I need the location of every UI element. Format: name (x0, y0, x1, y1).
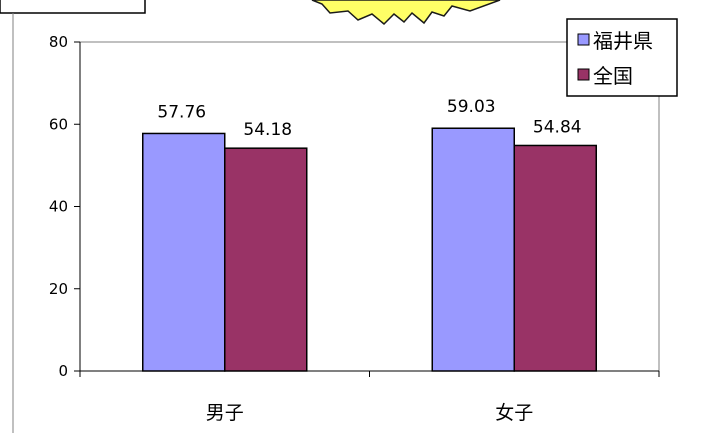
bar (431, 127, 515, 372)
data-labels: 57.76 54.18 59.03 54.84 (157, 97, 581, 140)
legend-label-national: 全国 (593, 64, 633, 88)
legend: 福井県 全国 (566, 18, 678, 97)
y-axis: 0 20 40 60 80 (49, 33, 81, 380)
bar (224, 147, 308, 372)
legend-label-fukui: 福井県 (593, 29, 653, 53)
y-tick-label: 20 (49, 280, 68, 298)
y-tick-label: 60 (49, 115, 68, 133)
title-box-fragment (0, 0, 146, 433)
data-label: 54.84 (533, 117, 582, 137)
bar (513, 144, 597, 372)
y-tick-label: 80 (49, 33, 68, 51)
data-label: 54.18 (243, 120, 292, 140)
bar (142, 132, 226, 372)
data-label: 57.76 (157, 102, 206, 122)
y-tick-label: 0 (58, 362, 68, 380)
x-category-label: 女子 (495, 402, 533, 424)
bars (142, 127, 597, 372)
starburst-shape (311, 0, 501, 26)
y-tick-label: 40 (49, 198, 68, 216)
legend-box (566, 18, 678, 97)
data-label: 59.03 (447, 97, 496, 117)
x-axis: 男子 女子 (79, 370, 660, 424)
legend-swatch-national (577, 68, 590, 81)
x-category-label: 男子 (206, 402, 244, 424)
legend-swatch-fukui (577, 33, 590, 46)
